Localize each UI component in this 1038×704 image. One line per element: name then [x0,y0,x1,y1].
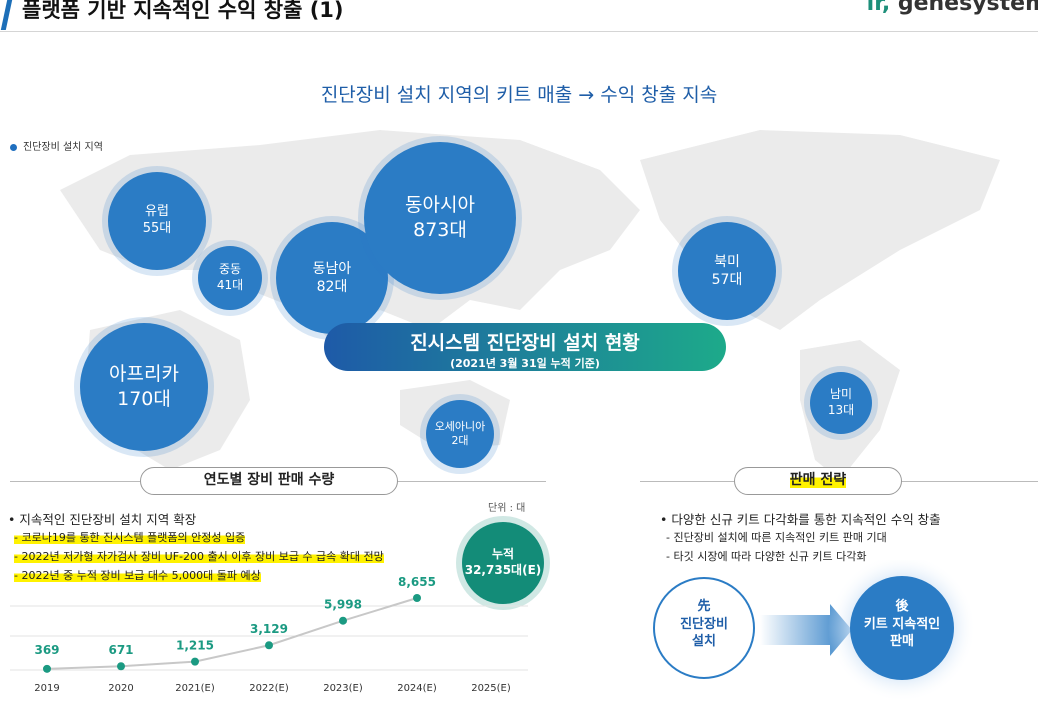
region-name: 동남아 [312,260,352,277]
step-first-line2: 설치 [692,634,716,650]
step-later-line1: 키트 지속적인 [863,616,941,632]
data-label: 671 [108,643,133,657]
page-title: 플랫폼 기반 지속적인 수익 창출 (1) [22,0,344,22]
region-count: 170대 [117,388,171,410]
divider-line [900,481,1038,482]
step-first-text: 先 진단장비 설치 [654,598,754,651]
region-bubble-southeast-asia: 동남아 82대 [276,222,388,334]
step-later-text: 後 키트 지속적인 판매 [852,598,952,651]
region-count: 57대 [711,272,743,288]
region-name: 남미 [829,387,853,402]
data-point [43,664,51,673]
region-bubble-oceania: 오세아니아 2대 [426,400,494,468]
region-bubble-north-america: 북미 57대 [678,222,776,320]
sales-point-text: - 2022년 저가형 자가검사 장비 UF-200 출시 이후 장비 보급 수… [14,550,384,563]
x-tick-label: 2023(E) [323,683,363,694]
data-label: 3,129 [250,622,288,636]
region-name: 유럽 [145,204,169,220]
region-count: 41대 [216,278,244,292]
header-divider [0,31,1038,32]
logo-text: genesystem [897,0,1038,16]
cumulative-badge: 누적 32,735대(E) [462,522,544,604]
header-accent-bar [0,0,13,30]
region-count: 55대 [142,221,172,236]
x-tick-label: 2024(E) [397,683,437,694]
region-count: 82대 [316,279,348,295]
strategy-section-title: 판매 전략 [734,467,902,495]
sales-section-title: 연도별 장비 판매 수량 [140,467,398,495]
data-label: 1,215 [176,639,214,653]
company-logo: ǐr, genesystem [867,0,1038,16]
sales-point: - 2022년 저가형 자가검사 장비 UF-200 출시 이후 장비 보급 수… [14,548,384,564]
x-tick-label: 2020 [108,683,133,694]
install-status-banner: 진시스템 진단장비 설치 현황 (2021년 3월 31일 누적 기준) [324,323,726,371]
strategy-point: - 타깃 시장에 따라 다양한 신규 키트 다각화 [666,550,867,563]
logo-mark-icon: ǐr, [866,0,898,16]
sales-point-text: - 2022년 중 누적 장비 보급 대수 5,000대 돌파 예상 [14,569,261,582]
x-tick-label: 2025(E) [471,683,511,694]
region-name: 오세아니아 [434,419,486,433]
region-bubble-europe: 유럽 55대 [108,172,206,270]
step-first-top: 先 [697,599,711,614]
data-point [265,641,273,650]
region-name: 북미 [714,253,740,270]
strategy-title-text: 판매 전략 [789,472,847,488]
yearly-sales-chart: 369 671 1,215 3,129 5,998 8,655 2019 2020 2021(… [10,575,528,694]
data-label: 369 [34,643,59,657]
region-name: 아프리카 [109,363,179,386]
data-point [117,662,125,671]
cumulative-value: 32,735대(E) [464,563,542,577]
region-name: 동아시아 [405,194,475,217]
region-bubble-africa: 아프리카 170대 [80,323,208,451]
divider-line [396,481,546,482]
step-first-circle [653,577,755,679]
unit-label: 단위 : 대 [488,503,526,514]
divider-line [640,481,734,482]
series-line [46,597,418,670]
data-label: 5,998 [324,598,362,612]
x-tick-label: 2019 [34,683,59,694]
step-later-line2: 판매 [890,634,914,650]
region-bubble-east-asia: 동아시아 873대 [364,142,516,294]
data-label: 8,655 [398,575,436,589]
sales-bullet: • 지속적인 진단장비 설치 지역 확장 [8,512,197,527]
step-first-line1: 진단장비 [680,616,728,632]
region-name: 중동 [218,262,242,277]
data-point [191,657,199,666]
data-point [339,616,347,625]
sales-point-text: - 코로나19를 통한 진시스템 플랫폼의 안정성 입증 [14,531,246,544]
step-later-top: 後 [895,599,909,614]
legend-dot-icon [10,143,17,151]
x-tick-label: 2021(E) [175,683,215,694]
legend-label: 진단장비 설치 지역 [23,142,103,153]
sales-point: - 코로나19를 통한 진시스템 플랫폼의 안정성 입증 [14,529,246,545]
region-count: 873대 [413,219,467,241]
sales-point: - 2022년 중 누적 장비 보급 대수 5,000대 돌파 예상 [14,567,261,583]
region-bubble-south-america: 남미 13대 [810,372,872,434]
region-count: 2대 [451,434,469,447]
region-bubble-middle-east: 중동 41대 [198,246,262,310]
strategy-bullet: • 다양한 신규 키트 다각화를 통한 지속적인 수익 창출 [660,512,941,527]
banner-subtitle: (2021년 3월 31일 누적 기준) [450,357,600,370]
strategy-point: - 진단장비 설치에 따른 지속적인 키트 판매 기대 [666,531,887,544]
map-legend: 진단장비 설치 지역 [10,138,103,153]
data-point [413,594,421,602]
step-later-circle [850,576,954,680]
headline: 진단장비 설치 지역의 키트 매출 → 수익 창출 지속 [320,84,718,106]
cumulative-label: 누적 [491,547,515,562]
x-tick-label: 2022(E) [249,683,289,694]
divider-line [10,481,140,482]
strategy-flow-diagram [653,560,976,702]
region-count: 13대 [827,403,855,417]
banner-title: 진시스템 진단장비 설치 현황 [410,332,640,354]
